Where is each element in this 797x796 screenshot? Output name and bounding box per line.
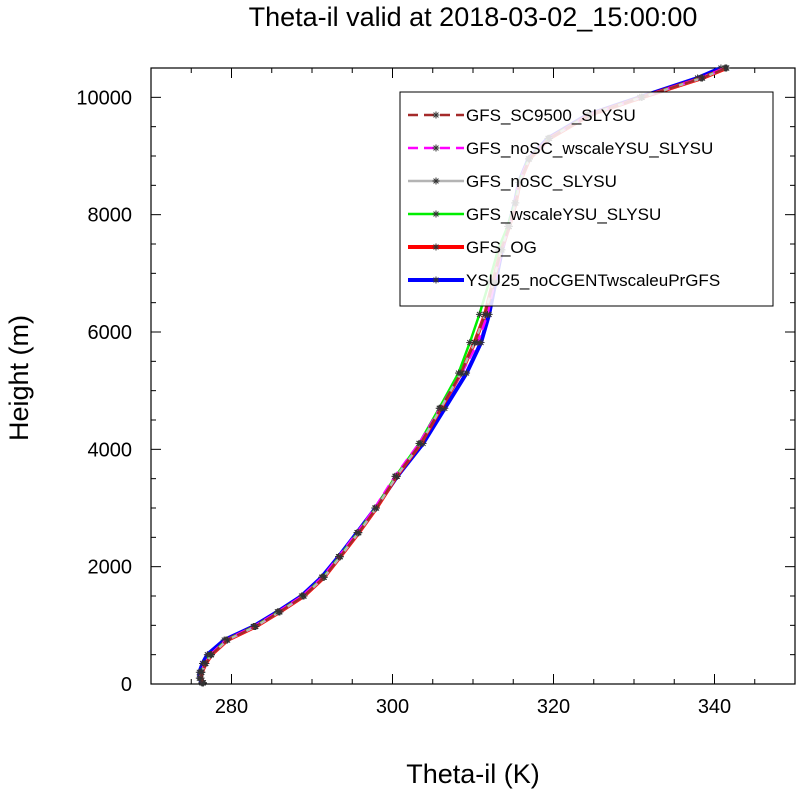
legend-label: GFS_OG xyxy=(466,238,537,257)
data-point xyxy=(372,504,380,512)
y-tick-label: 4000 xyxy=(88,439,133,461)
legend-label: GFS_noSC_SLYSU xyxy=(466,172,617,191)
legend-marker xyxy=(432,144,440,152)
legend-label: GFS_noSC_wscaleYSU_SLYSU xyxy=(466,139,713,158)
y-tick-label: 6000 xyxy=(88,322,133,344)
legend-marker xyxy=(432,276,440,284)
legend: GFS_SC9500_SLYSU GFS_noSC_wscaleYSU_SLYSU… xyxy=(399,91,774,307)
legend-label: YSU25_noCGENTwscaleuPrGFS xyxy=(466,271,720,290)
x-axis-label: Theta-il (K) xyxy=(406,759,540,789)
data-point xyxy=(223,636,231,644)
legend-label: GFS_SC9500_SLYSU xyxy=(466,106,636,125)
data-point xyxy=(471,339,479,347)
data-point xyxy=(457,369,465,377)
data-point xyxy=(300,592,308,600)
data-point xyxy=(723,64,731,72)
data-point xyxy=(437,404,445,412)
y-axis-label: Height (m) xyxy=(4,315,34,441)
legend-marker xyxy=(432,177,440,185)
legend-marker xyxy=(432,111,440,119)
data-point xyxy=(198,668,206,676)
data-point xyxy=(355,529,363,537)
x-tick-label: 300 xyxy=(376,696,409,718)
data-point xyxy=(481,310,489,318)
x-tick-label: 340 xyxy=(698,696,731,718)
y-tick-label: 8000 xyxy=(88,205,133,227)
y-tick-label: 2000 xyxy=(88,557,133,579)
data-point xyxy=(698,74,706,82)
x-tick-label: 280 xyxy=(215,696,248,718)
data-point xyxy=(393,472,401,480)
chart-title: Theta-il valid at 2018-03-02_15:00:00 xyxy=(249,2,698,32)
legend-marker xyxy=(432,243,440,251)
legend-label: GFS_wscaleYSU_SLYSU xyxy=(466,205,661,224)
data-point xyxy=(417,439,425,447)
data-point xyxy=(202,659,210,667)
legend-marker xyxy=(432,210,440,218)
data-point xyxy=(197,674,205,682)
data-point xyxy=(276,608,284,616)
data-point xyxy=(207,651,215,659)
y-tick-label: 0 xyxy=(121,674,132,696)
data-point xyxy=(336,553,344,561)
data-point xyxy=(320,573,328,581)
x-tick-label: 320 xyxy=(537,696,570,718)
data-point xyxy=(475,310,483,318)
legend-box xyxy=(399,91,774,307)
data-point xyxy=(252,623,260,631)
axis-ticks: 280 300 320 340 0 2000 4000 6000 8000 10000 xyxy=(76,67,796,718)
y-tick-label: 10000 xyxy=(76,87,132,109)
